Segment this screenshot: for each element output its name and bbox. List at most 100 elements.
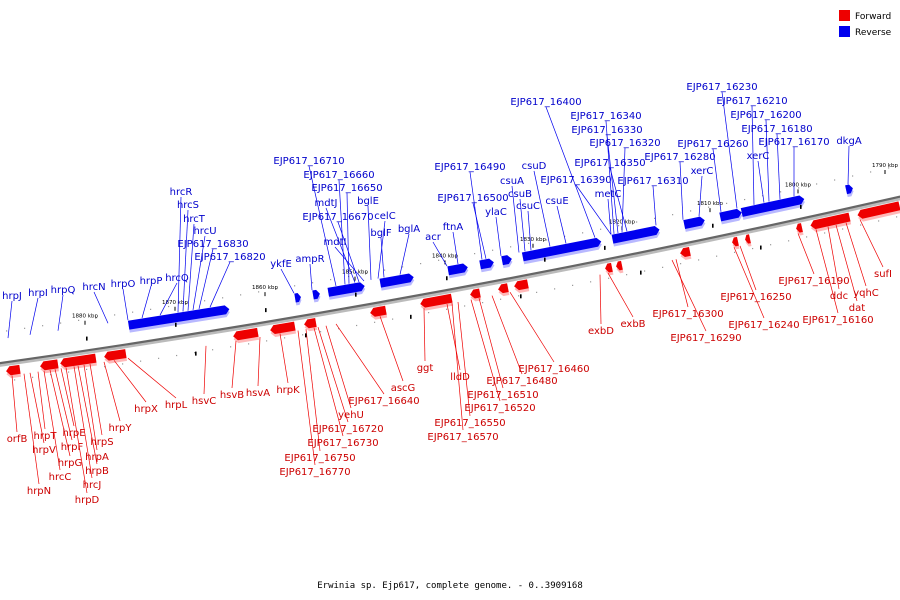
gene-arrow-rev-cluster-11[interactable] [719,208,743,225]
gene-label-hrcn[interactable]: hrcN [82,282,105,293]
gene-label-ejp617-16640[interactable]: EJP617_16640 [348,396,419,407]
gene-arrow-fwd-cluster-12[interactable] [604,262,614,276]
gene-label-ejp617-16300[interactable]: EJP617_16300 [652,309,723,320]
gene-label-acr[interactable]: acr [425,232,442,243]
gene-label-ejp617-16670[interactable]: EJP617_16670 [302,212,373,223]
gene-label-ejp617-16830[interactable]: EJP617_16830 [177,239,248,250]
gene-label-ejp617-16340[interactable]: EJP617_16340 [570,111,641,122]
gene-arrow-rev-cluster-10[interactable] [683,216,706,232]
gene-label-hsvc[interactable]: hsvC [192,396,216,407]
gene-label-ejp617-16820[interactable]: EJP617_16820 [194,252,265,263]
gene-label-mdti[interactable]: mdtI [324,237,347,248]
gene-label-ejp617-16400[interactable]: EJP617_16400 [510,97,581,108]
gene-label-dkga[interactable]: dkgA [836,136,861,147]
gene-arrow-fwd-cluster-3[interactable] [103,349,128,364]
gene-label-hrps[interactable]: hrpS [90,437,113,448]
gene-arrow-rev-cluster-8[interactable] [521,237,603,265]
gene-label-hrpj[interactable]: hrpJ [2,291,22,302]
gene-label-metc[interactable]: metC [595,189,622,200]
gene-label-ejp617-16390[interactable]: EJP617_16390 [540,175,611,186]
gene-label-csua[interactable]: csuA [500,176,524,187]
gene-label-ejp617-16490[interactable]: EJP617_16490 [434,162,505,173]
gene-label-ejp617-16460[interactable]: EJP617_16460 [518,364,589,375]
gene-arrow-rev-cluster-9[interactable] [611,225,661,247]
gene-label-xerc[interactable]: xerC [747,151,770,162]
gene-label-hrpd[interactable]: hrpD [75,495,100,506]
gene-label-ejp617-16170[interactable]: EJP617_16170 [758,137,829,148]
gene-arrow-fwd-cluster-8[interactable] [419,293,454,312]
gene-label-hrpt[interactable]: hrpT [34,431,58,442]
gene-label-hrpl[interactable]: hrpL [165,400,188,411]
gene-arrow-fwd-cluster-6[interactable] [303,318,318,332]
gene-label-ykfe[interactable]: ykfE [270,259,292,270]
gene-label-ejp617-16660[interactable]: EJP617_16660 [303,170,374,181]
gene-label-ejp617-16330[interactable]: EJP617_16330 [571,125,642,136]
gene-arrow-fwd-cluster-7[interactable] [369,305,388,321]
gene-label-ejp617-16570[interactable]: EJP617_16570 [427,432,498,443]
gene-arrow-rev-cluster-1[interactable] [294,293,302,306]
gene-label-exbb[interactable]: exbB [620,319,645,330]
gene-label-hsvb[interactable]: hsvB [220,390,244,401]
gene-label-bgle[interactable]: bglE [357,196,379,207]
gene-label-ejp617-16650[interactable]: EJP617_16650 [311,183,382,194]
gene-label-ejp617-16180[interactable]: EJP617_16180 [741,124,812,135]
gene-arrow-fwd-cluster-16[interactable] [744,234,752,247]
gene-arrow-fwd-cluster-17[interactable] [795,223,804,236]
gene-arrow-rev-cluster-13[interactable] [845,184,854,198]
gene-arrow-fwd-cluster-18[interactable] [809,212,852,233]
gene-label-hrpg[interactable]: hrpG [58,458,83,469]
gene-label-ejp617-16480[interactable]: EJP617_16480 [486,376,557,387]
gene-label-sufi[interactable]: sufI [874,269,892,280]
gene-arrow-rev-cluster-4[interactable] [379,273,415,291]
gene-label-hrpo[interactable]: hrpO [111,279,136,290]
gene-label-ejp617-16550[interactable]: EJP617_16550 [434,418,505,429]
gene-label-hrpk[interactable]: hrpK [276,385,300,396]
gene-arrow-rev-cluster-6[interactable] [479,258,495,273]
gene-label-hsva[interactable]: hsvA [246,388,270,399]
gene-arrow-rev-cluster-7[interactable] [501,254,513,269]
gene-label-celc[interactable]: celC [374,211,395,222]
gene-arrow-rev-cluster-0[interactable] [127,305,231,333]
gene-label-ggt[interactable]: ggt [417,363,434,374]
gene-label-hrcj[interactable]: hrcJ [83,480,102,491]
gene-label-ejp617-16240[interactable]: EJP617_16240 [728,320,799,331]
gene-label-ftna[interactable]: ftnA [443,222,464,233]
gene-label-ejp617-16770[interactable]: EJP617_16770 [279,467,350,478]
gene-label-ejp617-16710[interactable]: EJP617_16710 [273,156,344,167]
gene-label-hrpn[interactable]: hrpN [27,486,51,497]
gene-label-hrpi[interactable]: hrpI [28,288,48,299]
gene-label-hrcs[interactable]: hrcS [177,200,199,211]
gene-label-mdtj[interactable]: mdtJ [315,198,338,209]
gene-label-ejp617-16230[interactable]: EJP617_16230 [686,82,757,93]
gene-label-ejp617-16160[interactable]: EJP617_16160 [802,315,873,326]
gene-arrow-fwd-cluster-5[interactable] [269,321,297,338]
gene-label-hrpp[interactable]: hrpP [140,276,163,287]
gene-arrow-fwd-cluster-9[interactable] [469,288,482,302]
gene-label-hrcr[interactable]: hrcR [170,187,193,198]
gene-label-csuc[interactable]: csuC [516,201,540,212]
gene-label-ejp617-16200[interactable]: EJP617_16200 [730,110,801,121]
gene-label-ylac[interactable]: ylaC [485,207,507,218]
gene-label-hrcu[interactable]: hrcU [193,226,216,237]
gene-label-hrcc[interactable]: hrcC [49,472,72,483]
gene-label-ejp617-16500[interactable]: EJP617_16500 [437,193,508,204]
gene-arrow-fwd-cluster-14[interactable] [679,246,692,261]
gene-label-ejp617-16280[interactable]: EJP617_16280 [644,152,715,163]
gene-label-bglf[interactable]: bglF [370,228,391,239]
gene-label-hrpq[interactable]: hrpQ [51,285,76,296]
gene-label-hrpb[interactable]: hrpB [85,466,109,477]
gene-label-xerc[interactable]: xerC [691,166,714,177]
gene-arrow-fwd-cluster-19[interactable] [857,201,900,222]
gene-label-hrpv[interactable]: hrpV [32,445,56,456]
gene-label-hrcq[interactable]: hrcQ [165,273,189,284]
gene-label-hrpx[interactable]: hrpX [134,404,158,415]
gene-label-lldd[interactable]: lldD [450,372,470,383]
gene-arrow-fwd-cluster-10[interactable] [497,283,510,297]
gene-label-ejp617-16190[interactable]: EJP617_16190 [778,276,849,287]
gene-label-ejp617-16320[interactable]: EJP617_16320 [589,138,660,149]
gene-label-hrpy[interactable]: hrpY [109,423,133,434]
gene-label-yehu[interactable]: yehU [338,410,364,421]
gene-arrow-fwd-cluster-0[interactable] [5,364,21,379]
gene-label-ejp617-16260[interactable]: EJP617_16260 [677,139,748,150]
gene-label-ejp617-16290[interactable]: EJP617_16290 [670,333,741,344]
